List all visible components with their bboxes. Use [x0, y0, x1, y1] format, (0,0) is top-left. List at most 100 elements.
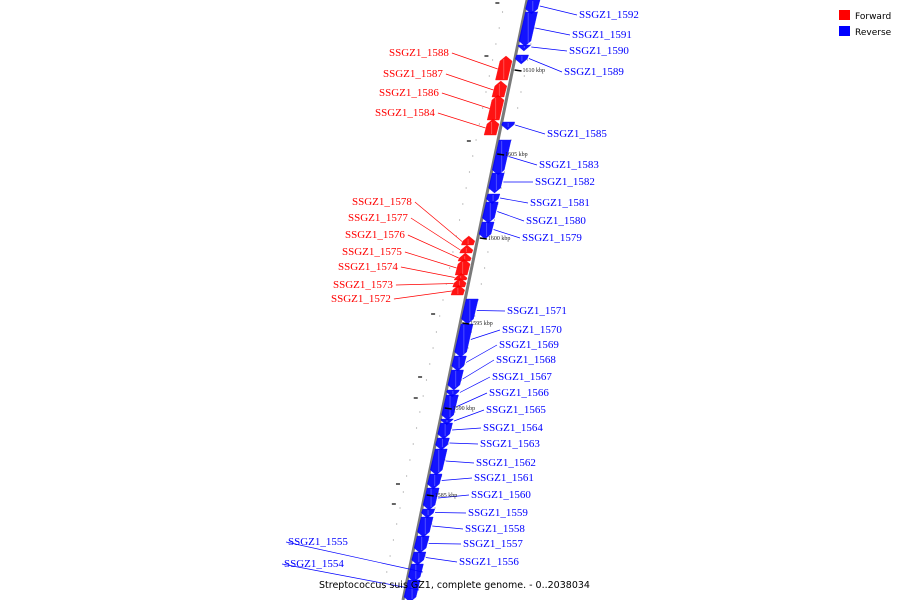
gene-label-ssgz1-1578: SSGZ1_1578: [352, 196, 412, 208]
gene-label-ssgz1-1558: SSGZ1_1558: [465, 523, 525, 535]
tick-dot: [500, 187, 502, 189]
gene-features: [403, 0, 541, 600]
tick-dot: [439, 315, 441, 317]
leader-line: [508, 156, 538, 166]
tick-dot: [442, 299, 444, 301]
tick-dot: [468, 171, 471, 173]
gene-arrow-ssgz1-1587: [491, 80, 508, 98]
gene-arrow-ssgz1-1592: [525, 0, 541, 15]
gene-arrow-ssgz1-1556: [411, 551, 427, 566]
tick-dot: [503, 171, 506, 173]
leader-line: [445, 460, 475, 464]
gene-arrow-ssgz1-1584: [483, 118, 500, 136]
gene-arrow-ssgz1-1558: [417, 516, 434, 538]
gene-arrow-ssgz1-1583: [492, 139, 512, 176]
leader-line: [428, 543, 462, 545]
gene-arrow-ssgz1-1573: [452, 277, 467, 288]
leader-line: [410, 217, 461, 251]
tick-dot: [435, 331, 437, 333]
leader-line: [528, 58, 563, 73]
gene-label-ssgz1-1579: SSGZ1_1579: [522, 232, 582, 244]
leader-line: [407, 234, 459, 259]
tick-dot: [412, 443, 414, 445]
gene-arrow-ssgz1-1567: [446, 389, 460, 398]
genome-backbone: [401, 0, 529, 600]
leader-line: [539, 5, 578, 16]
gene-label-ssgz1-1569: SSGZ1_1569: [499, 339, 559, 351]
gene-label-ssgz1-1571: SSGZ1_1571: [507, 305, 567, 317]
gene-label-ssgz1-1585: SSGZ1_1585: [547, 128, 607, 140]
gene-label-ssgz1-1580: SSGZ1_1580: [526, 215, 586, 227]
tick-dot: [472, 155, 474, 157]
leader-line: [414, 201, 463, 242]
tick-dot: [490, 235, 492, 237]
tick-dot: [452, 251, 454, 253]
tick-dot: [478, 123, 480, 125]
gene-arrow-ssgz1-1560: [422, 487, 440, 511]
tick-dot: [480, 283, 482, 285]
tick-dot: [415, 427, 418, 429]
gene-arrow-ssgz1-1576: [457, 252, 472, 262]
gene-label-ssgz1-1555: SSGZ1_1555: [288, 536, 348, 548]
gene-label-ssgz1-1583: SSGZ1_1583: [539, 159, 599, 171]
gene-arrow-ssgz1-1586: [486, 94, 505, 121]
leader-line: [465, 344, 498, 363]
gene-label-ssgz1-1559: SSGZ1_1559: [468, 507, 528, 519]
gene-label-ssgz1-1581: SSGZ1_1581: [530, 197, 590, 209]
tick-dot: [523, 75, 525, 77]
scale-tick: [426, 494, 434, 497]
gene-arrow-ssgz1-1581: [486, 193, 501, 205]
leader-line: [393, 290, 452, 300]
label-leaders: [281, 5, 578, 591]
tick-dot: [498, 27, 500, 29]
gene-arrow-ssgz1-1566: [441, 394, 459, 421]
scale-label: 1605 kbp: [505, 152, 528, 158]
gene-arrow-ssgz1-1575: [454, 258, 471, 276]
tick-dot: [492, 59, 494, 61]
gene-label-ssgz1-1561: SSGZ1_1561: [474, 472, 534, 484]
gene-label-ssgz1-1582: SSGZ1_1582: [535, 176, 595, 188]
gene-arrow-ssgz1-1585: [501, 121, 516, 131]
gene-label-ssgz1-1587: SSGZ1_1587: [383, 68, 443, 80]
legend-reverse-swatch: [839, 26, 850, 36]
leader-line: [441, 92, 490, 109]
tick-dot: [530, 43, 532, 45]
leader-line: [497, 211, 525, 222]
gene-label-ssgz1-1589: SSGZ1_1589: [564, 66, 624, 78]
gene-arrow-ssgz1-1563: [435, 437, 450, 451]
tick-dot: [386, 571, 388, 573]
leader-line: [535, 27, 571, 36]
gene-arrow-ssgz1-1569: [451, 355, 467, 372]
scale-tick: [497, 153, 505, 156]
gene-arrow-ssgz1-1579: [478, 221, 495, 240]
gene-label-ssgz1-1554: SSGZ1_1554: [284, 558, 344, 570]
gene-label-ssgz1-1567: SSGZ1_1567: [492, 371, 552, 383]
tick-dot: [409, 459, 411, 461]
legend-forward-swatch: [839, 10, 850, 20]
gene-label-ssgz1-1556: SSGZ1_1556: [459, 556, 519, 568]
tick-dot: [422, 395, 424, 397]
gene-label-ssgz1-1588: SSGZ1_1588: [389, 47, 449, 59]
leader-line: [435, 512, 467, 514]
legend-reverse-label: Reverse: [855, 28, 892, 38]
gene-arrow-ssgz1-1570: [454, 323, 474, 358]
leader-line: [453, 409, 485, 422]
tick-dot: [458, 219, 461, 221]
leader-line: [451, 52, 498, 70]
tick-dot: [520, 91, 522, 93]
gene-label-ssgz1-1565: SSGZ1_1565: [486, 404, 546, 416]
tick-dot: [425, 379, 428, 381]
leader-line: [456, 392, 488, 407]
tick-dot: [462, 203, 464, 205]
gene-arrow-ssgz1-1564: [437, 422, 453, 440]
gene-label-ssgz1-1560: SSGZ1_1560: [471, 489, 531, 501]
tick-dot: [482, 107, 484, 109]
scale-label: 1610 kbp: [523, 68, 546, 74]
gene-label-ssgz1-1576: SSGZ1_1576: [345, 229, 405, 241]
leader-line: [400, 266, 455, 278]
tick-dot: [406, 475, 408, 477]
gene-arrow-ssgz1-1577: [459, 244, 474, 254]
scale-tick: [479, 237, 487, 240]
tick-dot: [488, 75, 490, 77]
